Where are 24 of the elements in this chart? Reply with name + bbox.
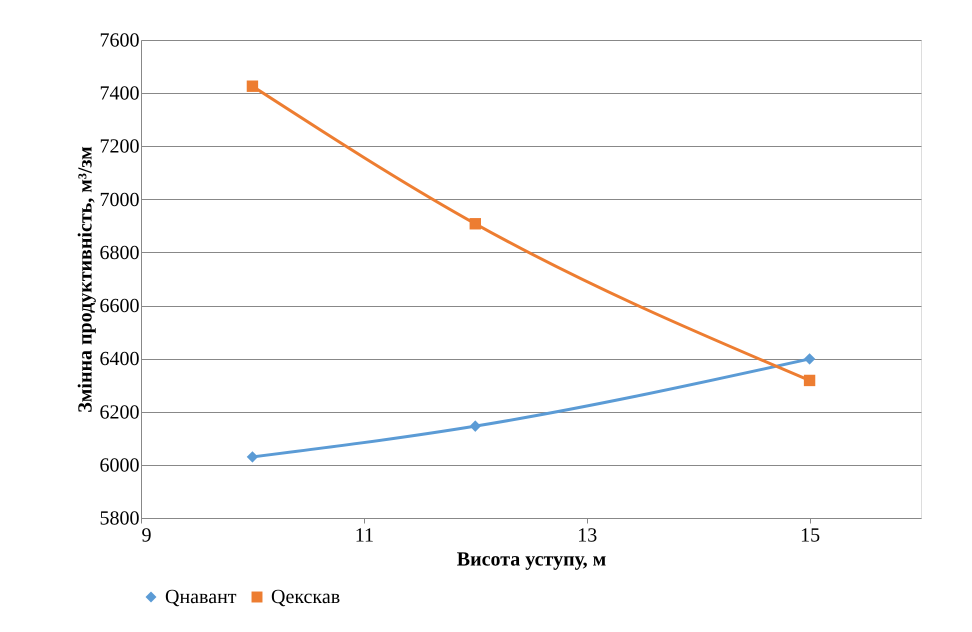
x-tick-label: 15 bbox=[800, 524, 820, 546]
y-tick-label: 7200 bbox=[100, 136, 140, 158]
y-tick-label: 7000 bbox=[100, 188, 140, 211]
point bbox=[246, 451, 258, 463]
x-tick-label: 9 bbox=[142, 524, 152, 546]
y-tick-label: 6000 bbox=[100, 454, 140, 476]
y-tick-label: 6800 bbox=[100, 242, 140, 264]
point bbox=[804, 353, 816, 365]
y-tick-label: 6200 bbox=[100, 401, 140, 424]
y-tick-label: 7600 bbox=[100, 30, 140, 52]
point bbox=[470, 218, 481, 230]
y-tick-label: 5800 bbox=[100, 508, 140, 530]
point bbox=[804, 374, 816, 386]
y-tick-label: 7400 bbox=[100, 82, 140, 105]
x-axis-title: Висота уступу, м bbox=[456, 548, 606, 570]
point bbox=[246, 80, 258, 92]
legend-label: Qнавант bbox=[165, 586, 237, 608]
x-tick-label: 13 bbox=[577, 524, 598, 546]
y-tick-label: 6400 bbox=[100, 348, 140, 370]
y-tick-label: 6600 bbox=[100, 295, 140, 318]
y-axis-title: Змінна продуктивність, м³/зм bbox=[74, 146, 96, 413]
point bbox=[470, 420, 481, 432]
legend-label: Qекскав bbox=[271, 586, 340, 608]
x-tick-label: 11 bbox=[354, 524, 374, 546]
